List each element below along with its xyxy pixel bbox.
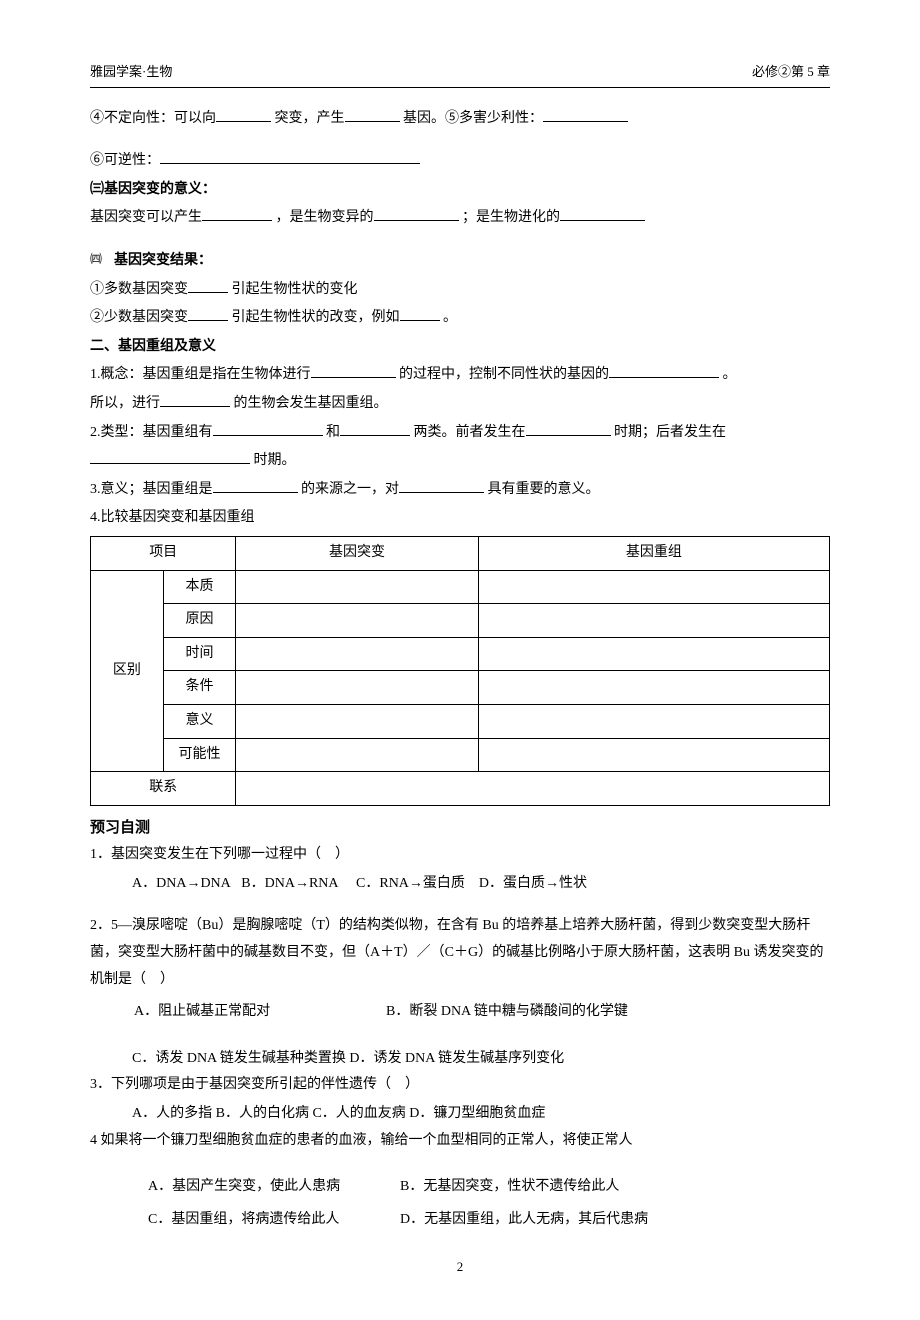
question-4: 4 如果将一个镰刀型细胞贫血症的患者的血液，输给一个血型相同的正常人，将使正常人 — [90, 1128, 830, 1155]
blank — [90, 449, 250, 464]
col-header: 项目 — [91, 537, 236, 571]
line-6: ⑥可逆性： — [90, 148, 830, 175]
blank — [399, 477, 484, 492]
concept-cont: 所以，进行 的生物会发生基因重组。 — [90, 391, 830, 418]
blank — [345, 106, 400, 121]
blank — [188, 306, 228, 321]
question-4-options: A．基因产生突变，使此人患病 B．无基因突变，性状不遗传给此人 C．基因重组，将… — [90, 1170, 830, 1237]
blank — [560, 206, 645, 221]
row-label: 时间 — [163, 637, 236, 671]
blank — [188, 277, 228, 292]
result-2: ②少数基因突变 引起生物性状的改变，例如 。 — [90, 305, 830, 332]
col-header: 基因突变 — [236, 537, 478, 571]
table-row: 条件 — [91, 671, 830, 705]
blank — [213, 420, 323, 435]
blank — [400, 306, 440, 321]
section-3-body: 基因突变可以产生 ，是生物变异的 ；是生物进化的 — [90, 205, 830, 232]
blank — [543, 106, 628, 121]
question-3-options: A．人的多指 B．人的白化病 C．人的血友病 D．镰刀型细胞贫血症 — [90, 1101, 830, 1128]
question-2-options-row1: A．阻止碱基正常配对 B．断裂 DNA 链中糖与磷酸间的化学键 — [90, 995, 830, 1030]
table-row: 意义 — [91, 704, 830, 738]
blank — [160, 392, 230, 407]
section-3-head: ㈢基因突变的意义： — [90, 177, 830, 204]
types-cont: 时期。 — [90, 448, 830, 475]
blank — [160, 149, 420, 164]
line-4-5: ④不定向性：可以向 突变，产生 基因。⑤多害少利性： — [90, 106, 830, 133]
table-row: 区别 本质 — [91, 570, 830, 604]
result-1: ①多数基因突变 引起生物性状的变化 — [90, 277, 830, 304]
blank — [526, 420, 611, 435]
selftest-head: 预习自测 — [90, 814, 830, 843]
page-number: 2 — [90, 1255, 830, 1280]
table-row: 联系 — [91, 772, 830, 806]
row-group: 区别 — [91, 570, 164, 772]
table-row: 时间 — [91, 637, 830, 671]
section-4-head: ㈣ 基因突变结果： — [90, 248, 830, 275]
col-header: 基因重组 — [478, 537, 829, 571]
part2-head: 二、基因重组及意义 — [90, 334, 830, 361]
row-label: 意义 — [163, 704, 236, 738]
blank — [202, 206, 272, 221]
row-label: 原因 — [163, 604, 236, 638]
meaning: 3.意义；基因重组是 的来源之一，对 具有重要的意义。 — [90, 477, 830, 504]
question-1-options: A．DNA→DNA B．DNA→RNA C．RNA→蛋白质 D．蛋白质→性状 — [90, 871, 830, 898]
question-2: 2．5—溴尿嘧啶（Bu）是胸腺嘧啶（T）的结构类似物，在含有 Bu 的培养基上培… — [90, 913, 830, 993]
blank — [374, 206, 459, 221]
types: 2.类型：基因重组有 和 两类。前者发生在 时期；后者发生在 — [90, 420, 830, 447]
question-2-options-row2: C．诱发 DNA 链发生碱基种类置换 D．诱发 DNA 链发生碱基序列变化 — [90, 1046, 830, 1073]
row-label: 可能性 — [163, 738, 236, 772]
row-label: 条件 — [163, 671, 236, 705]
blank — [213, 477, 298, 492]
header-right: 必修②第 5 章 — [752, 60, 830, 85]
compare-table: 项目 基因突变 基因重组 区别 本质 原因 时间 条件 意义 可能性 联系 — [90, 536, 830, 806]
question-1: 1．基因突变发生在下列哪一过程中（ ） — [90, 842, 830, 869]
question-3: 3．下列哪项是由于基因突变所引起的伴性遗传（ ） — [90, 1072, 830, 1099]
page-header: 雅园学案·生物 必修②第 5 章 — [90, 60, 830, 88]
table-row: 项目 基因突变 基因重组 — [91, 537, 830, 571]
table-row: 可能性 — [91, 738, 830, 772]
row-label: 本质 — [163, 570, 236, 604]
blank — [216, 106, 271, 121]
header-left: 雅园学案·生物 — [90, 60, 172, 85]
compare-title: 4.比较基因突变和基因重组 — [90, 505, 830, 532]
row-label: 联系 — [91, 772, 236, 806]
table-row: 原因 — [91, 604, 830, 638]
blank — [609, 363, 719, 378]
blank — [311, 363, 396, 378]
blank — [340, 420, 410, 435]
concept: 1.概念：基因重组是指在生物体进行 的过程中，控制不同性状的基因的 。 — [90, 362, 830, 389]
